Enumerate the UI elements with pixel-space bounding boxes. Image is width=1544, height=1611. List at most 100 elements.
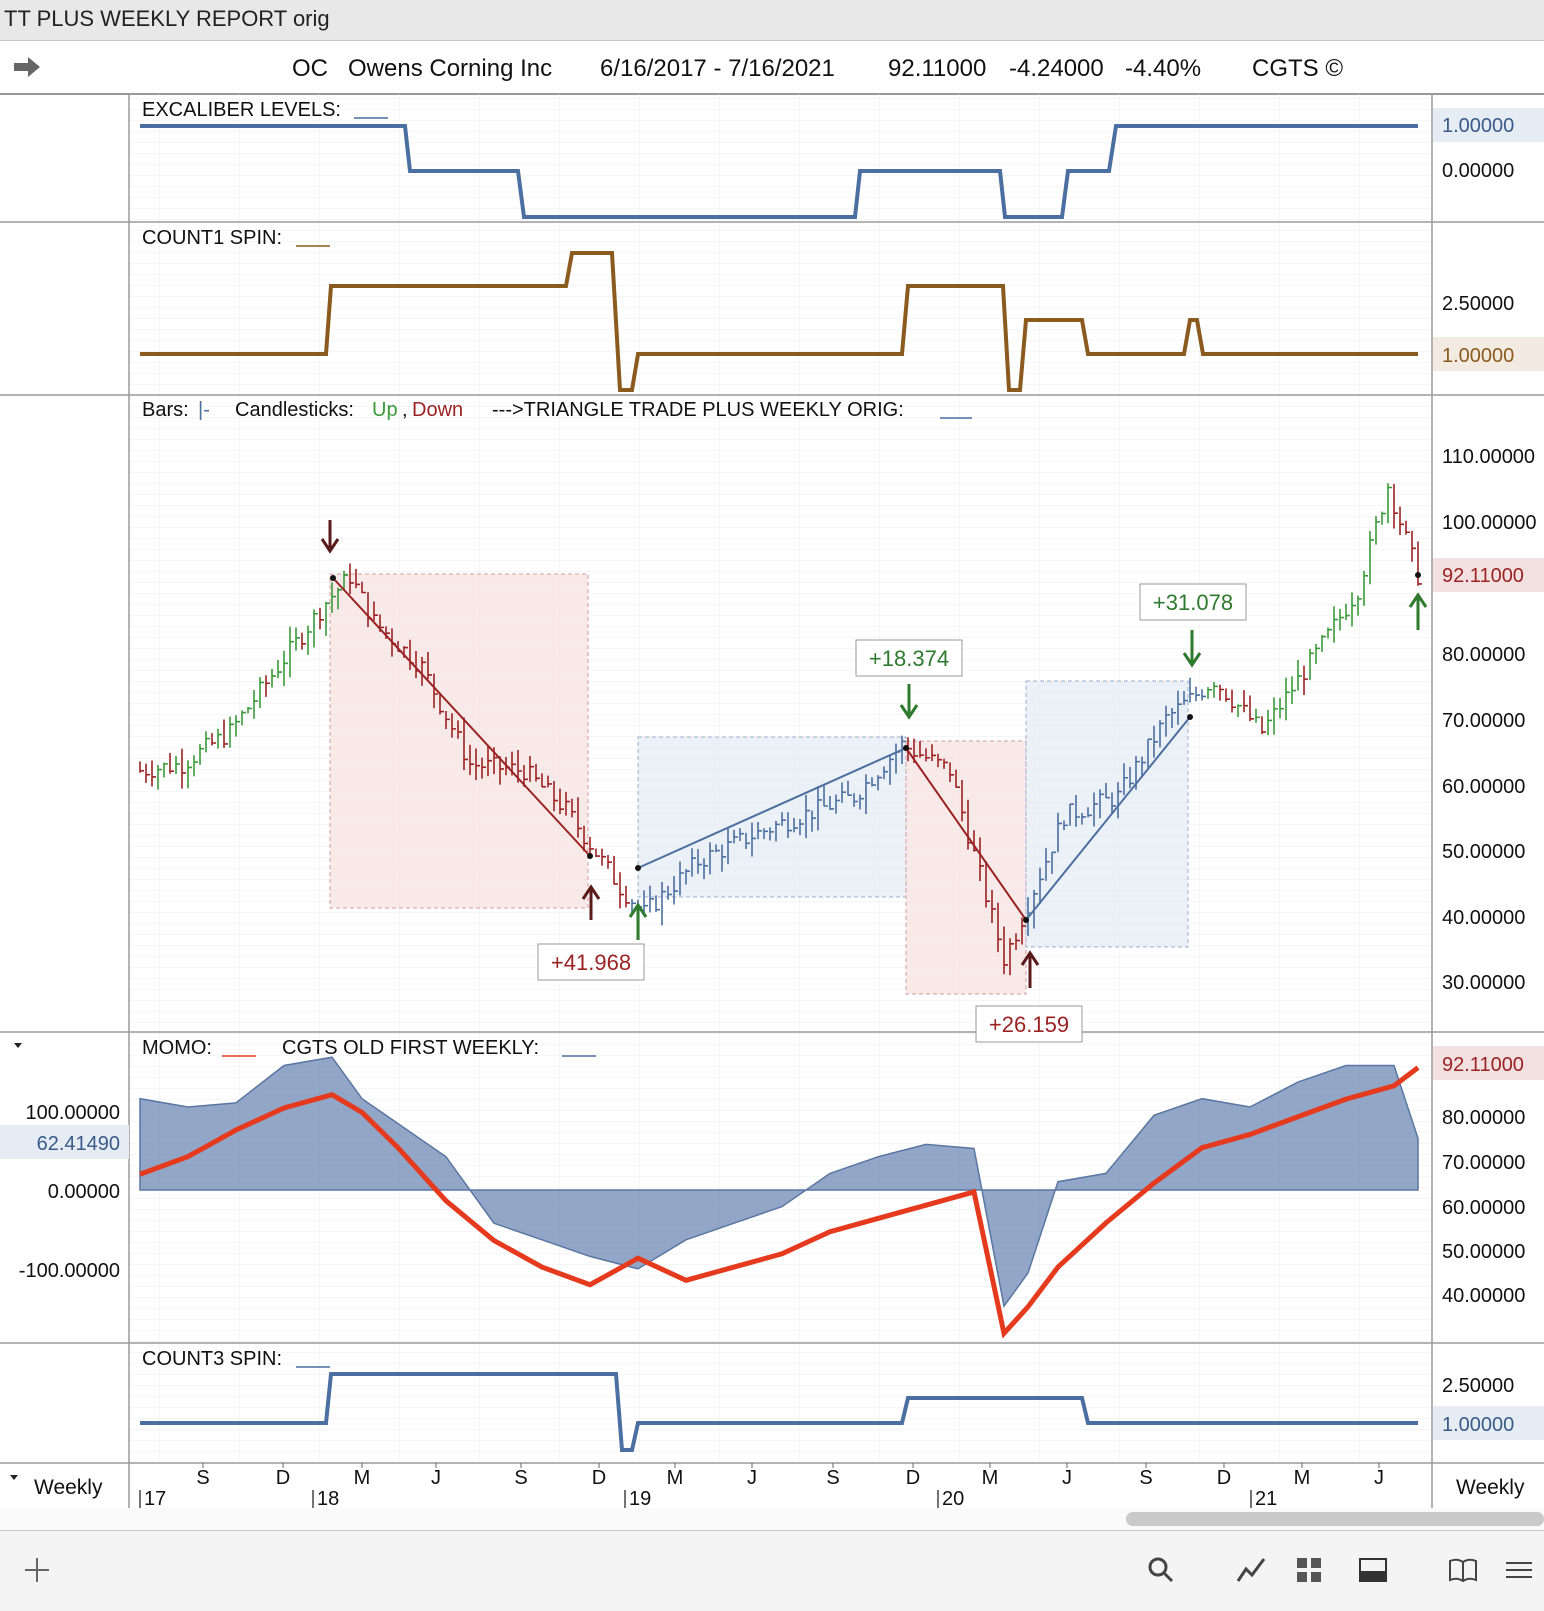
arrow-up-icon [628, 902, 648, 940]
price-bar [1159, 720, 1164, 748]
price-bar [733, 829, 738, 844]
line-chart-icon[interactable] [1234, 1553, 1268, 1587]
price-bar [835, 794, 840, 814]
price-bar [1321, 635, 1326, 652]
trade-box-long-2 [1025, 680, 1189, 948]
count3-panel: COUNT3 SPIN: 2.50000 1.00000 [140, 1348, 1544, 1452]
count3-tick: 1.00000 [1442, 1414, 1514, 1436]
price-bar [715, 844, 720, 853]
price-bar [1345, 603, 1350, 621]
price-bar [841, 782, 846, 803]
arrow-right-icon[interactable] [12, 55, 42, 79]
count1-tick-1: 1.00000 [1442, 345, 1514, 367]
horizontal-scrollbar[interactable] [1126, 1512, 1544, 1526]
price-tick: 30.00000 [1442, 972, 1525, 994]
price-bar [469, 744, 474, 776]
price-bar [1177, 690, 1182, 725]
price-bar [925, 748, 930, 762]
cgts-tick: 60.00000 [1442, 1197, 1525, 1219]
month-tick: D [592, 1467, 606, 1489]
arrow-down-icon [899, 684, 919, 720]
cgts-line [139, 1065, 1420, 1339]
price-bar [649, 885, 654, 913]
price-bar [487, 745, 492, 777]
price-bar [463, 717, 468, 771]
dropdown-caret-icon[interactable] [14, 1043, 22, 1048]
trade-label-1: +41.968 [537, 943, 645, 981]
price-bar [1021, 917, 1026, 945]
count3-tick: 2.50000 [1442, 1375, 1514, 1397]
month-tick: M [667, 1467, 684, 1489]
periodicity-left[interactable]: Weekly [34, 1476, 103, 1499]
price-bar [709, 842, 714, 875]
dropdown-caret-icon[interactable] [10, 1475, 18, 1480]
count1-tick-2-5: 2.50000 [1442, 293, 1514, 315]
cgts-label: CGTS OLD FIRST WEEKLY: [282, 1037, 539, 1059]
legend-comma: , [402, 399, 408, 421]
price-bar [961, 779, 966, 822]
price-bar [559, 788, 564, 815]
last-price: 92.11000 [888, 55, 987, 82]
month-tick: J [431, 1467, 441, 1489]
month-tick: M [1294, 1467, 1311, 1489]
price-bar [685, 869, 690, 885]
price-bar [769, 827, 774, 841]
price-bar [1249, 695, 1254, 722]
price-bar [1213, 681, 1218, 698]
price-bar [919, 741, 924, 758]
price-bar [319, 607, 324, 630]
price-bar [943, 758, 948, 769]
panel-icon[interactable] [1356, 1553, 1390, 1587]
price-bar [241, 710, 246, 726]
price-bar [811, 810, 816, 832]
book-icon[interactable] [1446, 1553, 1480, 1587]
price-bar [937, 753, 942, 768]
price-bar [1051, 851, 1056, 874]
price-bar [1291, 676, 1296, 705]
month-tick: S [826, 1467, 839, 1489]
cgts-tick: 50.00000 [1442, 1241, 1525, 1263]
count1-panel: COUNT1 SPIN: 2.50000 1.00000 [140, 227, 1544, 392]
price-bar [1045, 848, 1050, 881]
grid-icon[interactable] [1292, 1553, 1326, 1587]
price-bar [295, 627, 300, 651]
price-bar [541, 773, 546, 788]
price-bar [337, 587, 342, 610]
price-bar [745, 832, 750, 850]
price-bar [193, 755, 198, 777]
price-bar [373, 601, 378, 621]
price-bar [1267, 709, 1272, 736]
legend-tt: --->TRIANGLE TRADE PLUS WEEKLY ORIG: [492, 399, 904, 421]
price-bar [1351, 592, 1356, 627]
price-bar [703, 858, 708, 880]
count3-line [140, 1372, 1418, 1452]
trade-line-long-2 [1025, 716, 1191, 921]
arrow-down-icon [1182, 630, 1202, 668]
price-bar [655, 895, 660, 912]
price-bar [1309, 648, 1314, 681]
search-icon[interactable] [1144, 1553, 1178, 1587]
plus-icon[interactable] [20, 1553, 54, 1587]
price-bar [1333, 606, 1338, 643]
chart-canvas[interactable]: EXCALIBER LEVELS: 1.00000 0.00000 COUNT1… [0, 93, 1544, 1508]
price-bar [613, 855, 618, 885]
price-bar [955, 769, 960, 788]
price-bar [757, 822, 762, 840]
price-bar [1003, 926, 1008, 975]
legend-down: Down [412, 399, 463, 421]
price-bar [475, 748, 480, 781]
price-bar [781, 812, 786, 826]
price-bar [175, 756, 180, 775]
excaliber-label: EXCALIBER LEVELS: [142, 99, 341, 121]
momo-tick: 100.00000 [25, 1102, 120, 1124]
periodicity-right[interactable]: Weekly [1456, 1476, 1525, 1499]
price-bar [385, 626, 390, 639]
price-bar [949, 762, 954, 783]
price-bar [865, 774, 870, 814]
cgts-tick: 80.00000 [1442, 1107, 1525, 1129]
price-bar [343, 570, 348, 591]
price-bar [157, 764, 162, 790]
price-tick: 100.00000 [1442, 512, 1537, 534]
cgts-tick: 70.00000 [1442, 1152, 1525, 1174]
menu-icon[interactable] [1502, 1553, 1536, 1587]
